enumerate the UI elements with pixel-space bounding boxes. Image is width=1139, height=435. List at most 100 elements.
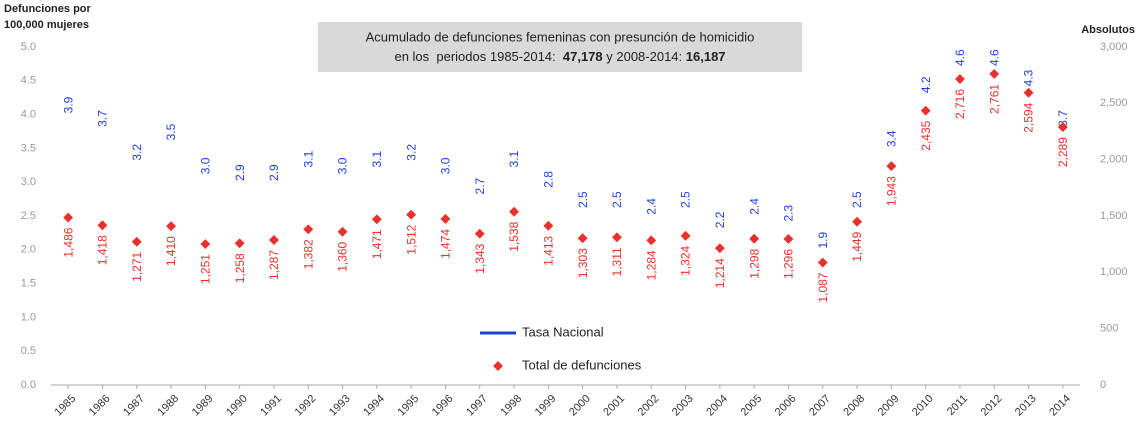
marker — [509, 206, 519, 217]
x-tick-label: 1991 — [258, 393, 284, 419]
data-label: 2.4 — [747, 198, 761, 215]
data-label: 3.4 — [885, 130, 899, 147]
data-label: 3.1 — [507, 150, 521, 167]
annotation: en los periodos 1985-2014: 47,178 y 2008… — [394, 49, 725, 64]
x-tick-label: 1997 — [464, 393, 490, 419]
data-label: 1,303 — [576, 248, 590, 278]
x-tick-label: 2007 — [807, 393, 833, 419]
y-tick-label: 1.5 — [21, 278, 36, 290]
data-label: 2.5 — [576, 191, 590, 208]
marker — [1023, 87, 1034, 98]
data-label: 3.0 — [336, 157, 350, 174]
y-title: Defunciones por — [4, 3, 92, 15]
x-tick-label: 1986 — [87, 393, 113, 419]
data-label: 1,296 — [782, 249, 796, 279]
marker — [920, 105, 931, 116]
x-tick-label: 2010 — [910, 393, 936, 419]
marker — [131, 236, 142, 247]
x-tick-label: 2001 — [601, 393, 627, 419]
marker — [577, 233, 588, 244]
marker — [166, 221, 176, 232]
legend-label: Tasa Nacional — [522, 324, 604, 339]
annotation-number: 47,178 — [563, 49, 603, 64]
data-label: 1,087 — [816, 272, 830, 302]
x-tick-label: 1994 — [361, 393, 387, 419]
y-tick-label: 5.0 — [21, 41, 36, 53]
data-label: 1,214 — [713, 258, 727, 288]
x-tick-label: 2006 — [773, 393, 799, 419]
data-label: 3.1 — [370, 150, 384, 167]
marker — [337, 226, 348, 237]
data-label: 3.7 — [1056, 110, 1070, 127]
y2-tick-label: 2,500 — [1100, 97, 1128, 109]
x-tick-label: 2004 — [704, 393, 730, 419]
marker — [783, 234, 794, 244]
marker — [749, 233, 760, 244]
data-label: 1,251 — [199, 254, 213, 284]
x-tick-label: 1990 — [224, 393, 250, 419]
data-label: 1,360 — [336, 241, 350, 271]
data-label: 2.9 — [267, 164, 281, 181]
marker — [63, 212, 74, 223]
marker — [646, 235, 657, 246]
marker — [886, 161, 897, 172]
data-label: 1,287 — [267, 250, 281, 280]
x-tick-label: 2002 — [636, 393, 662, 419]
marker — [989, 68, 1000, 79]
y2-title: Absolutos — [1081, 24, 1135, 36]
marker — [817, 257, 828, 268]
data-label: 3.1 — [301, 150, 315, 167]
data-label: 3.0 — [199, 157, 213, 174]
x-tick-label: 2003 — [670, 393, 696, 419]
data-label: 2.3 — [782, 205, 796, 222]
data-label: 1,271 — [130, 251, 144, 281]
y-tick-label: 2.5 — [21, 210, 36, 222]
data-label: 3.2 — [130, 144, 144, 161]
data-label: 4.2 — [919, 76, 933, 93]
x-tick-label: 1988 — [155, 393, 181, 419]
y-tick-label: 4.0 — [21, 109, 36, 121]
data-label: 3.0 — [439, 157, 453, 174]
marker — [852, 216, 862, 227]
marker — [200, 239, 211, 250]
annotation-text: y 2008-2014: — [603, 49, 686, 64]
data-label: 1,449 — [850, 231, 864, 261]
y-tick-label: 2.0 — [21, 244, 36, 256]
x-tick-label: 2005 — [739, 393, 765, 419]
data-label: 1.9 — [816, 232, 830, 249]
data-label: 2.5 — [850, 191, 864, 208]
x-tick-label: 1989 — [190, 393, 216, 419]
marker — [97, 220, 108, 231]
y2-tick-label: 500 — [1100, 323, 1118, 335]
x-tick-label: 1995 — [396, 393, 422, 419]
y2-tick-label: 1,000 — [1100, 266, 1128, 278]
x-tick-label: 1996 — [430, 393, 456, 419]
x-tick-label: 1992 — [293, 393, 319, 419]
data-label: 1,382 — [301, 239, 315, 269]
data-label: 1,284 — [644, 250, 658, 280]
data-label: 4.6 — [987, 49, 1001, 66]
data-label: 2,289 — [1056, 137, 1070, 167]
y-tick-label: 0.5 — [21, 345, 36, 357]
data-label: 4.3 — [1022, 69, 1036, 86]
marker — [303, 224, 314, 235]
data-label: 2,716 — [953, 89, 967, 119]
marker — [269, 235, 279, 245]
x-tick-label: 1993 — [327, 393, 353, 419]
data-label: 1,410 — [164, 236, 178, 266]
data-label: 2.9 — [233, 164, 247, 181]
y-tick-label: 4.5 — [21, 75, 36, 87]
y-tick-label: 0.0 — [21, 379, 36, 391]
y2-tick-label: 2,000 — [1100, 154, 1128, 166]
y-tick-label: 3.5 — [21, 142, 36, 154]
x-tick-label: 2012 — [979, 393, 1005, 419]
data-label: 2,761 — [987, 84, 1001, 114]
data-label: 3.2 — [404, 144, 418, 161]
marker — [680, 230, 691, 241]
data-label: 2,594 — [1022, 102, 1036, 132]
data-label: 2,435 — [919, 120, 933, 150]
x-tick-label: 2014 — [1047, 393, 1073, 419]
y2-tick-label: 3,000 — [1100, 41, 1128, 53]
annotation: Acumulado de defunciones femeninas con p… — [366, 29, 755, 44]
x-tick-label: 2000 — [567, 393, 593, 419]
